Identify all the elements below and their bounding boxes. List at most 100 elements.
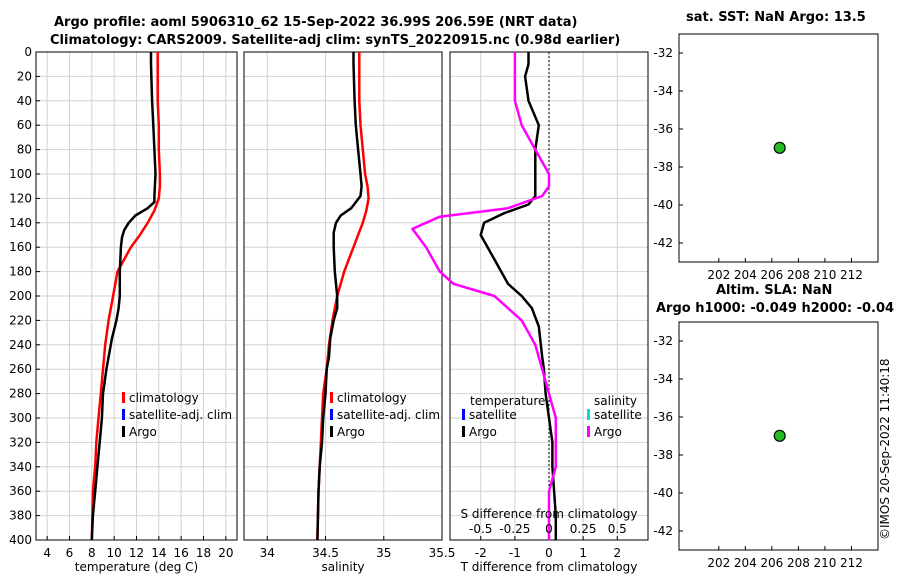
legend-swatch [462,426,465,437]
legend-label: satellite-adj. clim [337,408,440,422]
x-tick-label: 204 [734,268,757,282]
y-tick-label: 100 [9,167,32,181]
map-axes-frame [678,33,879,263]
x-tick-label: 20 [218,546,233,560]
y-tick-label: 400 [9,533,32,547]
y-tick-label: 0 [24,45,32,59]
argo-line [90,52,157,541]
t-diff-argo-line [479,52,558,540]
y-tick-label: -36 [653,410,673,424]
y-tick-label: 360 [9,484,32,498]
x-tick-label: 202 [707,556,730,570]
x-axis-label: T difference from climatology [460,560,638,574]
y-tick-label: 120 [9,191,32,205]
x-tick-label: 210 [813,556,836,570]
map-axes-frame [678,321,879,551]
y-tick-label: 340 [9,460,32,474]
y-tick-label: 140 [9,216,32,230]
x-tick-label: 16 [174,546,189,560]
legend-swatch [330,392,333,403]
x-tick-label: -2 [475,546,487,560]
legend-label: climatology [129,391,199,405]
chart-title-line2: Climatology: CARS2009. Satellite-adj cli… [50,33,621,48]
axes-frame [243,51,443,541]
y-tick-label: 20 [17,69,32,83]
sla-panel-title-line2: Argo h1000: -0.049 h2000: -0.04 [656,301,895,316]
x-tick-label: 2 [613,546,621,560]
legend-title-temperature: temperature [470,394,545,408]
x-tick-label: 204 [734,556,757,570]
s-diff-tick-label: 0.5 [608,522,627,536]
y-tick-label: 60 [17,118,32,132]
profile-position-marker [773,141,786,154]
x-tick-label: 8 [88,546,96,560]
x-tick-label: 10 [107,546,122,560]
y-tick-label: 160 [9,240,32,254]
x-tick-label: 4 [43,546,51,560]
x-tick-label: 35 [376,546,391,560]
chart-title-line1: Argo profile: aoml 5906310_62 15-Sep-202… [54,15,578,30]
legend-swatch [330,426,333,437]
y-tick-label: 200 [9,289,32,303]
x-tick-label: 12 [129,546,144,560]
x-tick-label: 35.5 [429,546,456,560]
legend-label: Argo [594,425,622,439]
legend-label: satellite [469,408,517,422]
y-tick-label: 180 [9,265,32,279]
argo-line [316,52,363,541]
legend-swatch [330,409,333,420]
y-tick-label: -40 [653,198,673,212]
y-tick-label: -34 [653,84,673,98]
y-tick-label: 40 [17,94,32,108]
legend-swatch [122,409,125,420]
x-tick-label: 14 [151,546,166,560]
x-tick-label: 0 [545,546,553,560]
y-tick-label: 240 [9,338,32,352]
x-tick-label: 1 [579,546,587,560]
profile-position-marker [773,429,786,442]
x-tick-label: 202 [707,268,730,282]
x-tick-label: 212 [840,268,863,282]
s-diff-axis-label: S difference from climatology [461,507,638,521]
sst-panel-title: sat. SST: NaN Argo: 13.5 [686,10,866,25]
s-diff-tick-label: -0.25 [499,522,530,536]
y-tick-label: -38 [653,160,673,174]
y-tick-label: -38 [653,448,673,462]
y-tick-label: -40 [653,486,673,500]
y-tick-label: -32 [653,334,673,348]
legend-label: Argo [337,425,365,439]
y-tick-label: -42 [653,524,673,538]
sla-panel-title-line1: Altim. SLA: NaN [716,283,833,298]
y-tick-label: 380 [9,509,32,523]
legend-title-salinity: salinity [594,394,637,408]
y-tick-label: -42 [653,236,673,250]
legend-label: satellite [594,408,642,422]
x-tick-label: 206 [760,268,783,282]
x-tick-label: 206 [760,556,783,570]
x-axis-label: temperature (deg C) [75,560,198,574]
legend-label: satellite-adj. clim [129,408,232,422]
y-tick-label: 320 [9,435,32,449]
y-tick-label: 220 [9,313,32,327]
y-tick-label: -34 [653,372,673,386]
y-tick-label: 300 [9,411,32,425]
s-diff-tick-label: 0.25 [570,522,597,536]
y-tick-label: -32 [653,46,673,60]
x-tick-label: 34.5 [312,546,339,560]
legend-swatch [122,392,125,403]
x-tick-label: 18 [196,546,211,560]
x-tick-label: 6 [66,546,74,560]
x-tick-label: 34 [260,546,275,560]
climatology-line [90,52,162,541]
legend-label: Argo [469,425,497,439]
legend-swatch [462,409,465,420]
x-tick-label: 208 [787,556,810,570]
x-axis-label: salinity [321,560,364,574]
legend-swatch [587,409,590,420]
y-tick-label: -36 [653,122,673,136]
legend-label: climatology [337,391,407,405]
legend-swatch [587,426,590,437]
x-tick-label: 212 [840,556,863,570]
y-tick-label: 260 [9,362,32,376]
